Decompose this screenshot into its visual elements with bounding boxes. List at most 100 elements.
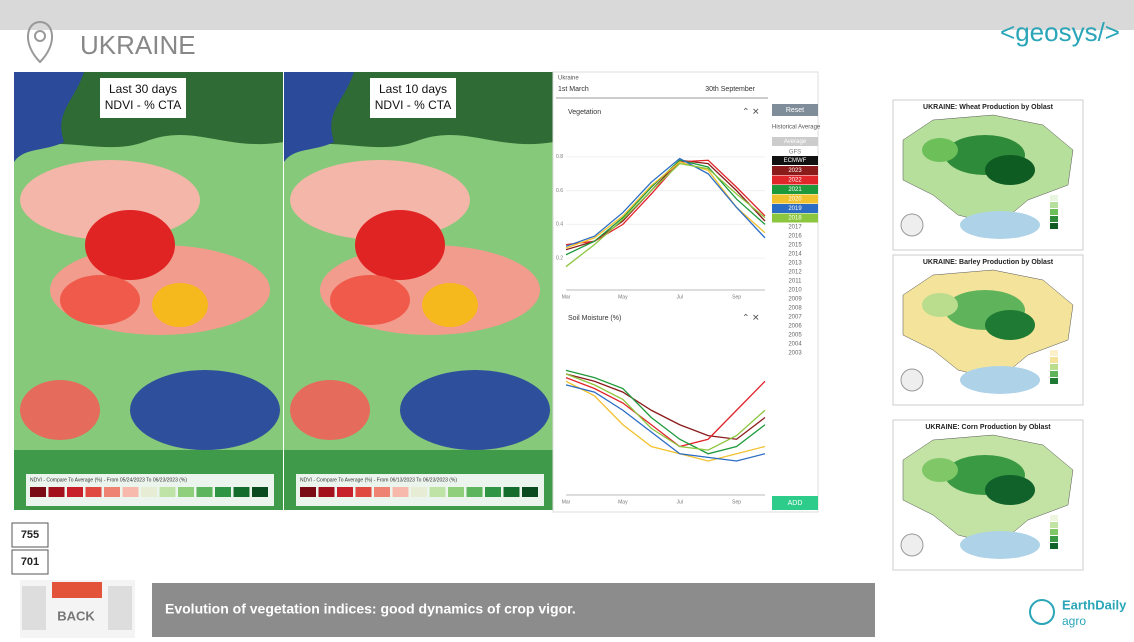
back-thumb — [22, 586, 46, 630]
top-bar — [0, 0, 1134, 30]
legend-swatch — [355, 487, 372, 497]
legend-swatch — [196, 487, 213, 497]
legend-swatch — [503, 487, 520, 497]
legend-swatch — [300, 487, 316, 497]
legend-chip[interactable] — [772, 213, 818, 223]
y-tick-label: 0.6 — [556, 188, 563, 194]
legend-item: GFS — [789, 150, 801, 156]
counter: 755 — [21, 529, 39, 541]
ndvi-map — [14, 72, 283, 510]
map-label-box — [100, 78, 186, 118]
oblast — [922, 138, 958, 162]
back-thumb — [108, 586, 132, 630]
legend-chip[interactable] — [772, 137, 818, 146]
reset-button[interactable] — [772, 104, 818, 116]
collapse[interactable]: ⌃ ✕ — [742, 106, 760, 116]
collapse[interactable]: ⌃ ✕ — [742, 312, 760, 322]
pin-dot — [34, 30, 46, 42]
legend-swatch — [1050, 195, 1058, 201]
legend-item: 2004 — [788, 342, 802, 348]
legend-swatch — [30, 487, 46, 497]
baltic-sea — [14, 72, 84, 162]
legend-item: 2006 — [788, 324, 802, 330]
legend-swatch — [1050, 543, 1058, 549]
legend-item: 2015 — [788, 243, 802, 249]
legend-swatch — [159, 487, 176, 497]
oblast — [985, 310, 1035, 340]
x-tick-label: Jul — [677, 294, 683, 300]
red-area — [60, 275, 140, 325]
legend-item: 2023 — [788, 168, 802, 174]
legend-swatch — [1050, 364, 1058, 370]
production-maps: UKRAINE: Wheat Production by Oblast UKRAI… — [892, 99, 1084, 571]
legend-swatch — [215, 487, 231, 497]
legend-item: 2016 — [788, 234, 802, 240]
legend-item: 2012 — [788, 270, 802, 276]
caption: Evolution of vegetation indices: good dy… — [165, 601, 576, 617]
legend-item: Average — [784, 139, 807, 145]
legend-swatch — [85, 487, 102, 497]
yellow-area — [152, 283, 208, 327]
counter-box — [11, 522, 49, 548]
historical-label: Historical Average — [772, 125, 821, 131]
black-sea — [400, 370, 550, 450]
oblast — [985, 155, 1035, 185]
legend-swatch — [429, 487, 446, 497]
inset — [900, 368, 924, 392]
legend-chip[interactable] — [772, 194, 818, 204]
legend-chip[interactable] — [772, 156, 818, 165]
caption-box — [152, 583, 875, 637]
legend-item: 2019 — [788, 206, 802, 212]
x-tick-label: Mar — [562, 294, 571, 300]
region: Ukraine — [558, 76, 579, 82]
legend-chip[interactable] — [772, 204, 818, 213]
baltic-sea — [284, 72, 354, 162]
y-tick-label: 0.4 — [556, 222, 563, 228]
sea — [960, 531, 1040, 559]
soil-title: Soil Moisture (%) — [568, 315, 621, 322]
legend-chip[interactable] — [772, 166, 818, 175]
legend-swatch — [1050, 378, 1058, 384]
brand-sub: agro — [1062, 614, 1086, 628]
map-index: NDVI - % CTA — [375, 98, 451, 112]
legend-swatch — [67, 487, 83, 497]
legend-swatch — [1050, 223, 1058, 229]
x-tick-label: Sep — [732, 294, 741, 300]
brand-icon — [1029, 599, 1055, 625]
legend-swatch — [485, 487, 501, 497]
legend-swatch — [233, 487, 250, 497]
logo: <geosys/> — [1000, 17, 1120, 47]
legend-chip[interactable] — [772, 175, 818, 185]
sea — [960, 211, 1040, 239]
legend-swatch — [1050, 209, 1058, 215]
series-line — [565, 373, 766, 451]
legend-item: 2010 — [788, 288, 802, 294]
x-tick-label: May — [618, 499, 628, 505]
legend-swatch — [392, 487, 409, 497]
back-label: BACK — [57, 608, 95, 623]
oblast — [985, 475, 1035, 505]
prod-title: UKRAINE: Corn Production by Oblast — [925, 424, 1051, 431]
series-line — [565, 369, 766, 455]
x-tick-label: May — [618, 294, 628, 300]
x-tick-label: Sep — [732, 499, 741, 505]
legend-swatch — [318, 487, 335, 497]
legend-chip[interactable] — [772, 185, 818, 194]
series-line — [565, 377, 766, 448]
legend-swatch — [522, 487, 538, 497]
map-legend-title: NDVI - Compare To Average (%) - From 05/… — [30, 477, 187, 483]
ndvi-map — [284, 72, 553, 510]
legend-swatch — [1050, 350, 1058, 356]
add-button[interactable] — [772, 496, 818, 510]
prod-title: UKRAINE: Wheat Production by Oblast — [923, 104, 1054, 111]
legend-item: 2017 — [788, 225, 802, 231]
prod-title: UKRAINE: Barley Production by Oblast — [923, 259, 1054, 266]
y-tick-label: 0.2 — [556, 255, 563, 261]
x-tick-label: Jul — [677, 499, 683, 505]
red-area — [85, 210, 175, 280]
legend-item: 2022 — [788, 178, 802, 184]
pin-icon — [27, 20, 53, 64]
counter-box — [11, 549, 49, 575]
map-period: Last 30 days — [109, 82, 177, 96]
y-tick-label: 0.8 — [556, 154, 563, 160]
